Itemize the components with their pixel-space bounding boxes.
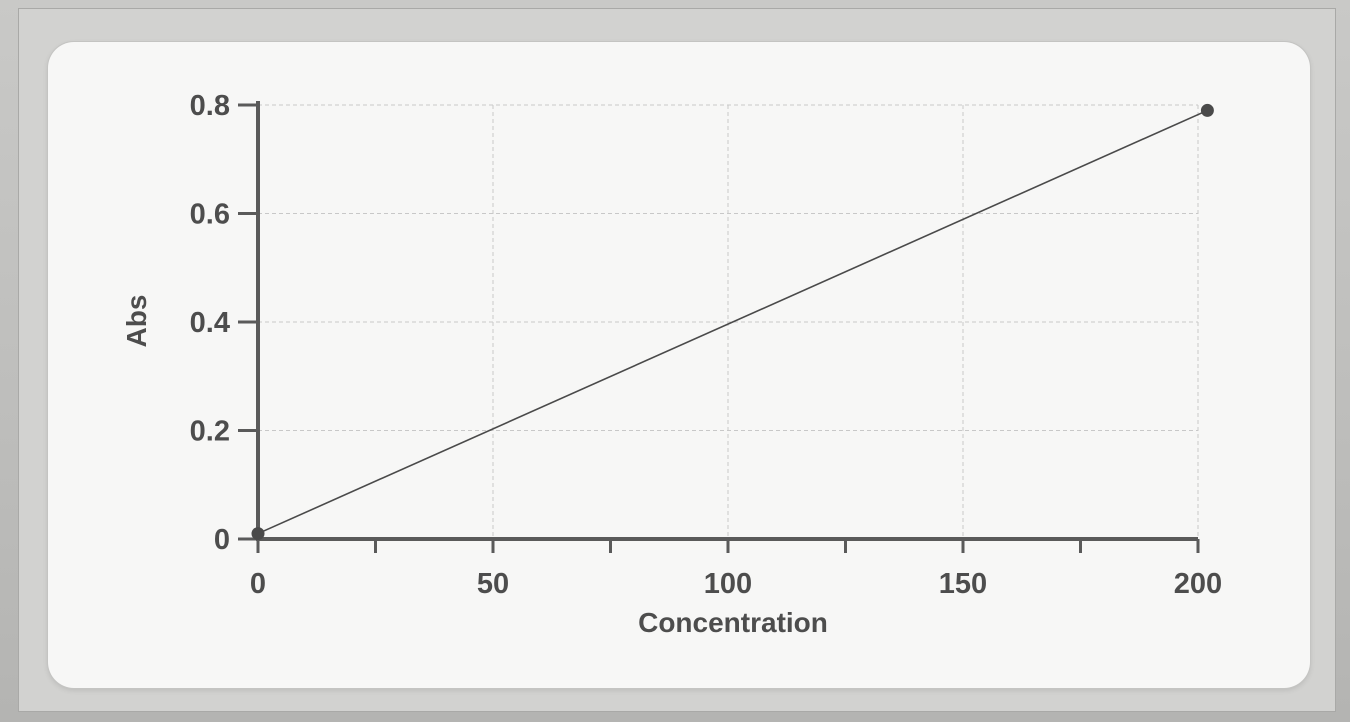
axes	[238, 101, 1200, 553]
y-tick-label: 0.8	[190, 90, 230, 122]
y-tick-label: 0	[214, 524, 230, 556]
x-tick-label: 150	[939, 568, 987, 600]
tick-labels: 0 50 100 150 200 0 0.2 0.4 0.6 0.8	[190, 90, 1223, 600]
x-tick-label: 100	[704, 568, 752, 600]
x-tick-label: 200	[1174, 568, 1222, 600]
y-axis-title: Abs	[121, 295, 152, 348]
y-tick-label: 0.4	[190, 307, 230, 339]
y-tick-label: 0.6	[190, 199, 230, 231]
series	[251, 103, 1214, 541]
y-tick-label: 0.2	[190, 416, 230, 448]
data-point	[1200, 103, 1214, 117]
x-tick-label: 50	[477, 568, 509, 600]
grid	[258, 104, 1199, 539]
data-point	[251, 527, 265, 541]
x-axis-title: Concentration	[638, 607, 828, 638]
x-tick-label: 0	[250, 568, 266, 600]
series-line	[257, 109, 1208, 535]
